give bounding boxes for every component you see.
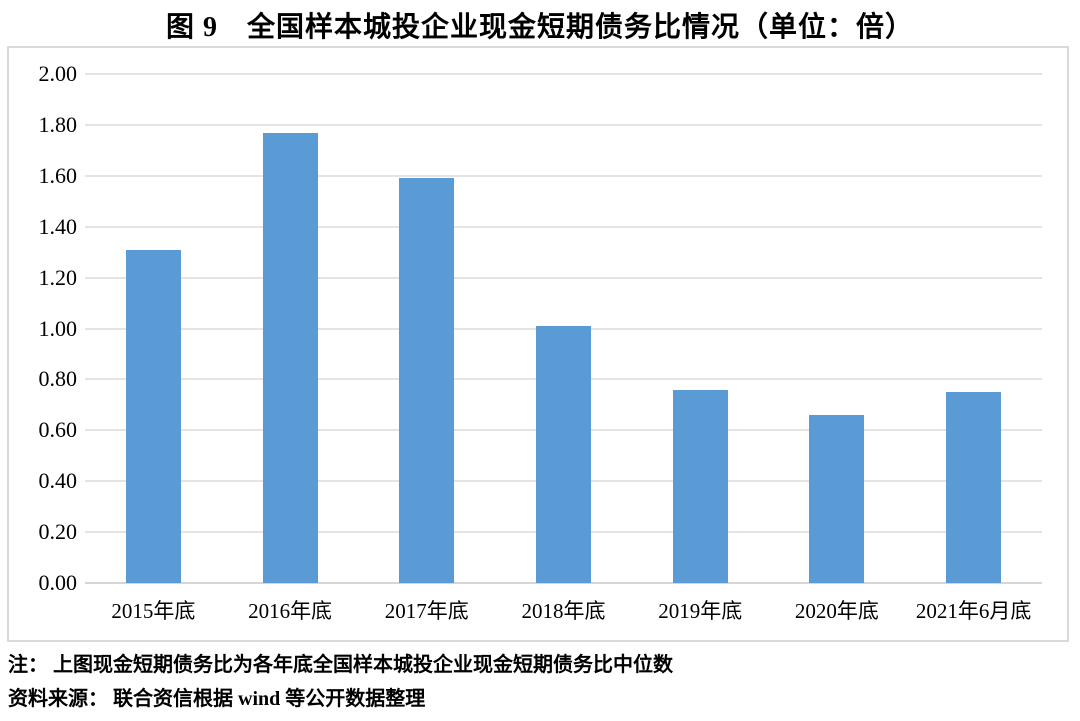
y-axis-tick-label: 0.80 bbox=[38, 366, 78, 392]
bar-2015年底 bbox=[125, 249, 181, 583]
x-axis-line bbox=[85, 582, 1042, 584]
bar-2017年底 bbox=[399, 178, 455, 583]
x-axis-tick-label: 2017年底 bbox=[384, 599, 469, 623]
x-axis-tick-label: 2015年底 bbox=[111, 599, 196, 623]
chart-footnotes: 注： 上图现金短期债务比为各年底全国样本城投企业现金短期债务比中位数 资料来源：… bbox=[8, 648, 1072, 716]
bar-2018年底 bbox=[536, 325, 591, 583]
y-gridline bbox=[85, 174, 1042, 177]
y-axis-tick-label: 0.60 bbox=[38, 417, 78, 443]
bar-2021年6月底 bbox=[946, 392, 1002, 583]
y-gridline bbox=[85, 225, 1042, 228]
y-axis-tick-label: 1.60 bbox=[38, 162, 78, 188]
y-gridline bbox=[85, 73, 1042, 75]
y-axis-tick-label: 1.80 bbox=[38, 111, 78, 137]
y-axis-tick-label: 1.00 bbox=[38, 315, 78, 341]
x-axis-tick-label: 2020年底 bbox=[794, 599, 879, 623]
chart-plot-area: 0.00 0.20 0.40 0.60 0.80 1.00 1.20 1.40 1.60 1.80… bbox=[7, 46, 1069, 642]
chart-title: 图 9 全国样本城投企业现金短期债务比情况（单位：倍） bbox=[165, 12, 914, 43]
y-gridline bbox=[85, 123, 1042, 126]
y-axis-tick-label: 0.00 bbox=[38, 570, 78, 595]
x-axis-tick-label: 2021年6月底 bbox=[915, 599, 1032, 623]
x-axis-tick-label: 2018年底 bbox=[521, 599, 606, 623]
x-axis-tick-label: 2019年底 bbox=[658, 599, 743, 623]
bar-2020年底 bbox=[809, 415, 865, 583]
y-axis-tick-label: 0.20 bbox=[38, 519, 78, 545]
y-axis-tick-label: 0.40 bbox=[38, 468, 78, 494]
footnote-data-source: 资料来源： 联合资信根据 wind 等公开数据整理 bbox=[8, 688, 426, 710]
y-axis-tick-label: 1.20 bbox=[38, 264, 78, 290]
bar-2019年底 bbox=[672, 389, 728, 583]
y-gridline bbox=[85, 276, 1042, 279]
y-axis-tick-label: 2.00 bbox=[38, 61, 78, 86]
y-axis-tick-label: 1.40 bbox=[38, 213, 78, 239]
bar-2016年底 bbox=[262, 132, 318, 583]
footnote-definition: 注： 上图现金短期债务比为各年底全国样本城投企业现金短期债务比中位数 bbox=[8, 654, 673, 676]
x-axis-tick-label: 2016年底 bbox=[248, 599, 333, 623]
